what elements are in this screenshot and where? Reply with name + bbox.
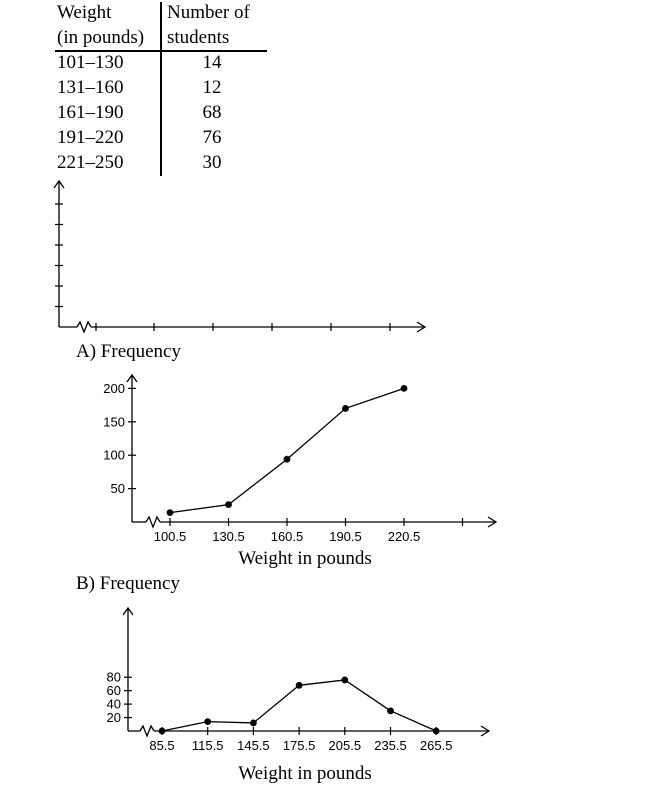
data-point — [342, 405, 349, 412]
data-point — [400, 385, 408, 392]
chart-a-frequency-polygon: 50 100 150 200 100.5 130.5 160.5 190.5 220.5 — [103, 373, 498, 544]
y-tick-label: 100 — [103, 448, 125, 463]
data-point — [225, 501, 232, 509]
data-point — [250, 719, 257, 727]
table-row-range: 161–190 — [57, 102, 124, 123]
x-tick-label: 130.5 — [212, 529, 245, 544]
chart-a-xlabel: Weight in pounds — [238, 548, 372, 569]
data-point — [432, 727, 440, 735]
y-tick-label: 60 — [107, 683, 121, 698]
blank-axes-chart — [53, 179, 427, 334]
x-axis-arrow — [416, 321, 427, 333]
x-tick-label: 265.5 — [420, 738, 453, 753]
x-tick-label: 85.5 — [149, 738, 174, 753]
data-point — [283, 455, 291, 463]
x-tick-label: 235.5 — [374, 738, 407, 753]
data-point — [387, 707, 394, 715]
y-axis-arrow — [53, 179, 65, 189]
y-axis-arrow — [126, 373, 138, 383]
y-tick-label: 150 — [103, 414, 125, 429]
table-row-count: 30 — [202, 152, 222, 173]
x-tick-label: 145.5 — [237, 738, 270, 753]
data-point — [295, 681, 303, 689]
chart-b-xlabel: Weight in pounds — [238, 763, 372, 784]
y-tick-label: 40 — [107, 697, 121, 712]
y-tick-label: 50 — [111, 481, 125, 496]
table-row-range: 131–160 — [57, 77, 124, 98]
x-tick-label: 220.5 — [388, 529, 421, 544]
x-tick-label: 205.5 — [329, 738, 362, 753]
table-row-count: 68 — [202, 102, 222, 123]
table-header-weight-unit: (in pounds) — [57, 27, 145, 48]
table-row-range: 101–130 — [57, 52, 124, 73]
table-header-students-2: students — [167, 27, 230, 48]
axis-break-squiggle — [76, 320, 92, 334]
table-column-divider — [160, 2, 162, 176]
table-header-weight: Weight — [57, 2, 112, 23]
table-row-range: 191–220 — [57, 127, 124, 148]
frequency-table: Weight (in pounds) Number of students 10… — [0, 0, 300, 180]
axis-break-squiggle — [145, 515, 161, 529]
data-point — [158, 727, 166, 735]
table-row-count: 14 — [202, 52, 222, 73]
table-header-students: Number of — [167, 2, 250, 23]
option-a-label: A) Frequency — [76, 341, 181, 362]
y-tick-label: 80 — [107, 670, 121, 685]
x-axis-arrow — [480, 725, 491, 737]
data-point — [204, 718, 212, 725]
x-tick-label: 175.5 — [283, 738, 316, 753]
y-axis-arrow — [122, 606, 134, 616]
table-row-range: 221–250 — [57, 152, 124, 173]
x-tick-label: 190.5 — [329, 529, 362, 544]
data-point — [341, 676, 349, 684]
y-tick-label: 20 — [107, 710, 121, 725]
x-tick-label: 100.5 — [154, 529, 187, 544]
data-point — [166, 509, 174, 517]
option-b-label: B) Frequency — [76, 573, 180, 594]
x-tick-label: 160.5 — [271, 529, 304, 544]
table-row-count: 12 — [202, 77, 222, 98]
y-tick-label: 200 — [103, 381, 125, 396]
series-line — [169, 387, 405, 514]
axis-break-squiggle — [139, 724, 155, 738]
table-row-count: 76 — [202, 127, 222, 148]
x-axis-arrow — [487, 516, 498, 528]
x-tick-label: 115.5 — [192, 738, 224, 753]
